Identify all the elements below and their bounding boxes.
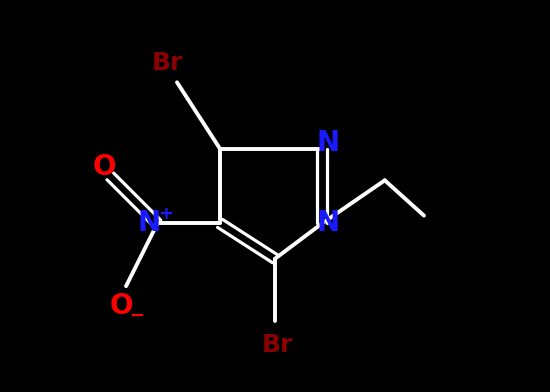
Text: N: N: [316, 209, 339, 238]
Text: O: O: [93, 152, 116, 181]
Text: N: N: [316, 129, 339, 157]
Text: +: +: [158, 205, 173, 223]
Text: Br: Br: [151, 51, 183, 75]
Text: −: −: [129, 307, 145, 325]
Text: O: O: [109, 292, 133, 320]
Text: N: N: [138, 209, 161, 238]
Text: Br: Br: [261, 333, 293, 357]
